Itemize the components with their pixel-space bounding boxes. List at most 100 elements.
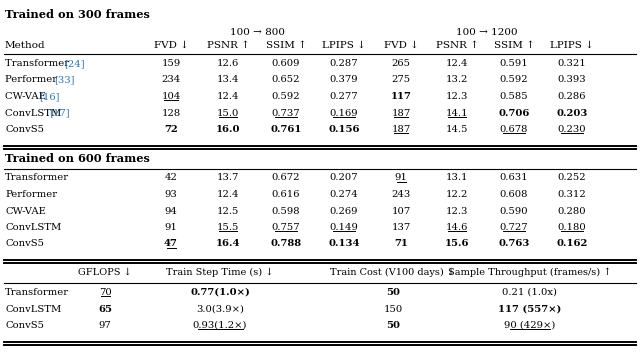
Text: ConvLSTM: ConvLSTM bbox=[5, 305, 61, 313]
Text: ConvLSTM: ConvLSTM bbox=[5, 108, 65, 118]
Text: 93: 93 bbox=[164, 190, 177, 199]
Text: 97: 97 bbox=[99, 321, 111, 330]
Text: 16.0: 16.0 bbox=[216, 125, 240, 134]
Text: 14.5: 14.5 bbox=[445, 125, 468, 134]
Text: 0.591: 0.591 bbox=[500, 59, 529, 68]
Text: 0.230: 0.230 bbox=[557, 125, 586, 134]
Text: ConvLSTM: ConvLSTM bbox=[5, 223, 61, 232]
Text: 0.203: 0.203 bbox=[556, 108, 588, 118]
Text: Performer: Performer bbox=[5, 190, 57, 199]
Text: 0.761: 0.761 bbox=[270, 125, 301, 134]
Text: 70: 70 bbox=[99, 288, 111, 297]
Text: 42: 42 bbox=[164, 174, 177, 182]
Text: 0.287: 0.287 bbox=[330, 59, 358, 68]
Text: 15.5: 15.5 bbox=[217, 223, 239, 232]
Text: Transformer: Transformer bbox=[5, 174, 69, 182]
Text: 0.608: 0.608 bbox=[500, 190, 528, 199]
Text: 0.592: 0.592 bbox=[500, 75, 528, 84]
Text: 0.312: 0.312 bbox=[557, 190, 586, 199]
Text: 0.274: 0.274 bbox=[330, 190, 358, 199]
Text: [24]: [24] bbox=[64, 59, 84, 68]
Text: 12.2: 12.2 bbox=[446, 190, 468, 199]
Text: 0.277: 0.277 bbox=[330, 92, 358, 101]
Text: Transformer: Transformer bbox=[5, 288, 69, 297]
Text: 0.286: 0.286 bbox=[557, 92, 586, 101]
Text: 0.77(1.0×): 0.77(1.0×) bbox=[190, 288, 250, 297]
Text: Trained on 300 frames: Trained on 300 frames bbox=[5, 9, 150, 20]
Text: Train Cost (V100 days) ↓: Train Cost (V100 days) ↓ bbox=[330, 268, 456, 277]
Text: 12.4: 12.4 bbox=[217, 92, 239, 101]
Text: 137: 137 bbox=[392, 223, 411, 232]
Text: 0.598: 0.598 bbox=[272, 206, 300, 215]
Text: 50: 50 bbox=[386, 288, 400, 297]
Text: 0.592: 0.592 bbox=[272, 92, 300, 101]
Text: 117: 117 bbox=[390, 92, 412, 101]
Text: 91: 91 bbox=[395, 174, 408, 182]
Text: 0.162: 0.162 bbox=[556, 240, 588, 249]
Text: 0.590: 0.590 bbox=[500, 206, 528, 215]
Text: ConvS5: ConvS5 bbox=[5, 321, 44, 330]
Text: 0.252: 0.252 bbox=[557, 174, 586, 182]
Text: 91: 91 bbox=[164, 223, 177, 232]
Text: 15.0: 15.0 bbox=[217, 108, 239, 118]
Text: ConvS5: ConvS5 bbox=[5, 125, 44, 134]
Text: 16.4: 16.4 bbox=[216, 240, 240, 249]
Text: FVD ↓: FVD ↓ bbox=[154, 41, 188, 50]
Text: LPIPS ↓: LPIPS ↓ bbox=[322, 41, 366, 50]
Text: 100 → 1200: 100 → 1200 bbox=[456, 28, 517, 37]
Text: 72: 72 bbox=[164, 125, 178, 134]
Text: 65: 65 bbox=[98, 305, 112, 313]
Text: Method: Method bbox=[5, 41, 45, 50]
Text: [17]: [17] bbox=[49, 108, 70, 118]
Text: 50: 50 bbox=[386, 321, 400, 330]
Text: SSIM ↑: SSIM ↑ bbox=[493, 41, 534, 50]
Text: 0.706: 0.706 bbox=[499, 108, 530, 118]
Text: 187: 187 bbox=[392, 125, 411, 134]
Text: 0.379: 0.379 bbox=[330, 75, 358, 84]
Text: 0.757: 0.757 bbox=[272, 223, 300, 232]
Text: CW-VAE: CW-VAE bbox=[5, 206, 46, 215]
Text: 0.321: 0.321 bbox=[557, 59, 586, 68]
Text: 0.180: 0.180 bbox=[557, 223, 586, 232]
Text: 13.4: 13.4 bbox=[217, 75, 239, 84]
Text: 3.0(3.9×): 3.0(3.9×) bbox=[196, 305, 244, 313]
Text: [33]: [33] bbox=[54, 75, 74, 84]
Text: 0.393: 0.393 bbox=[557, 75, 586, 84]
Text: 275: 275 bbox=[392, 75, 411, 84]
Text: 0.21 (1.0x): 0.21 (1.0x) bbox=[502, 288, 557, 297]
Text: 47: 47 bbox=[164, 240, 178, 249]
Text: 13.2: 13.2 bbox=[446, 75, 468, 84]
Text: 12.6: 12.6 bbox=[217, 59, 239, 68]
Text: 0.93(1.2×): 0.93(1.2×) bbox=[193, 321, 247, 330]
Text: 104: 104 bbox=[161, 92, 180, 101]
Text: 0.134: 0.134 bbox=[328, 240, 360, 249]
Text: 0.678: 0.678 bbox=[500, 125, 528, 134]
Text: 12.3: 12.3 bbox=[446, 92, 468, 101]
Text: 12.4: 12.4 bbox=[445, 59, 468, 68]
Text: GFLOPS ↓: GFLOPS ↓ bbox=[78, 268, 132, 277]
Text: Train Step Time (s) ↓: Train Step Time (s) ↓ bbox=[166, 268, 274, 277]
Text: 0.585: 0.585 bbox=[500, 92, 528, 101]
Text: 0.737: 0.737 bbox=[272, 108, 300, 118]
Text: SSIM ↑: SSIM ↑ bbox=[266, 41, 307, 50]
Text: Sample Throughput (frames/s) ↑: Sample Throughput (frames/s) ↑ bbox=[448, 268, 612, 277]
Text: 0.727: 0.727 bbox=[500, 223, 528, 232]
Text: 0.169: 0.169 bbox=[330, 108, 358, 118]
Text: 234: 234 bbox=[161, 75, 180, 84]
Text: LPIPS ↓: LPIPS ↓ bbox=[550, 41, 594, 50]
Text: 159: 159 bbox=[161, 59, 180, 68]
Text: 117 (557×): 117 (557×) bbox=[499, 305, 562, 313]
Text: 243: 243 bbox=[392, 190, 411, 199]
Text: CW-VAE: CW-VAE bbox=[5, 92, 49, 101]
Text: 12.4: 12.4 bbox=[217, 190, 239, 199]
Text: 0.788: 0.788 bbox=[271, 240, 301, 249]
Text: 14.6: 14.6 bbox=[446, 223, 468, 232]
Text: 0.631: 0.631 bbox=[500, 174, 528, 182]
Text: ConvS5: ConvS5 bbox=[5, 240, 44, 249]
Text: 0.616: 0.616 bbox=[272, 190, 300, 199]
Text: Trained on 600 frames: Trained on 600 frames bbox=[5, 153, 150, 163]
Text: 12.5: 12.5 bbox=[217, 206, 239, 215]
Text: 0.269: 0.269 bbox=[330, 206, 358, 215]
Text: 128: 128 bbox=[161, 108, 180, 118]
Text: 0.207: 0.207 bbox=[330, 174, 358, 182]
